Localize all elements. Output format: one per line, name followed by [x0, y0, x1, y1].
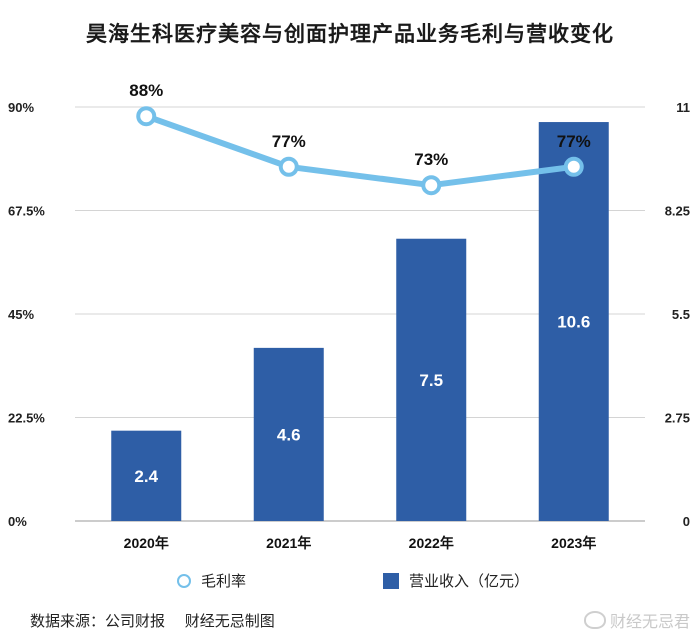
- x-tick-label: 2020年: [124, 535, 169, 551]
- legend-line-marker-icon: [175, 572, 193, 590]
- weibo-icon: [583, 611, 606, 629]
- legend-label-revenue: 营业收入（亿元）: [409, 572, 530, 590]
- legend-item-margin: 毛利率: [175, 570, 246, 591]
- watermark-text: 财经无忌君: [609, 612, 690, 631]
- y-left-tick-label: 90%: [8, 100, 34, 115]
- bar: [111, 430, 182, 521]
- bar: [538, 122, 609, 522]
- y-right-tick-label: 11: [676, 100, 690, 115]
- y-left-tick-label: 45%: [8, 307, 34, 322]
- y-left-tick-label: 67.5%: [8, 204, 45, 219]
- legend-bar-marker-icon: [383, 572, 399, 589]
- bar-value-label: 2.4: [134, 467, 158, 486]
- line-point-label: 73%: [414, 150, 448, 169]
- line-point: [563, 156, 584, 177]
- bar-value-label: 10.6: [557, 313, 590, 332]
- legend-item-revenue: 营业收入（亿元）: [383, 570, 529, 591]
- chart: 0% 22.5% 45% 67.5% 90% 0 2.75 5.5 8.25 11 2.4 4.6 7.…: [8, 81, 690, 551]
- x-tick-label: 2021年: [266, 535, 311, 551]
- y-right-tick-label: 8.25: [665, 204, 690, 219]
- line-point: [421, 175, 442, 196]
- x-tick-label: 2022年: [409, 535, 454, 551]
- line-point-label: 77%: [557, 132, 591, 151]
- y-right-tick-label: 5.5: [672, 307, 690, 322]
- line-point: [278, 156, 299, 177]
- watermark: 财经无忌君: [583, 608, 690, 632]
- bar-value-label: 7.5: [419, 371, 443, 390]
- y-left-tick-label: 0%: [8, 514, 27, 529]
- bar-value-label: 4.6: [277, 425, 301, 444]
- x-tick-label: 2023年: [551, 535, 596, 551]
- y-right-tick-label: 2.75: [665, 411, 690, 426]
- source-note: 数据来源：公司财报 财经无忌制图: [30, 612, 275, 630]
- line-point-label: 88%: [129, 81, 163, 100]
- series-line-margin: [143, 113, 577, 189]
- legend-label-margin: 毛利率: [201, 572, 247, 590]
- chart-title: 昊海生科医疗美容与创面护理产品业务毛利与营收变化: [86, 22, 614, 46]
- line-point-label: 77%: [272, 132, 306, 151]
- y-right-tick-label: 0: [683, 514, 690, 529]
- bar: [253, 347, 324, 521]
- bar: [396, 238, 467, 521]
- y-left-tick-label: 22.5%: [8, 411, 45, 426]
- legend: 毛利率 营业收入（亿元）: [0, 570, 700, 594]
- line-point: [136, 106, 157, 127]
